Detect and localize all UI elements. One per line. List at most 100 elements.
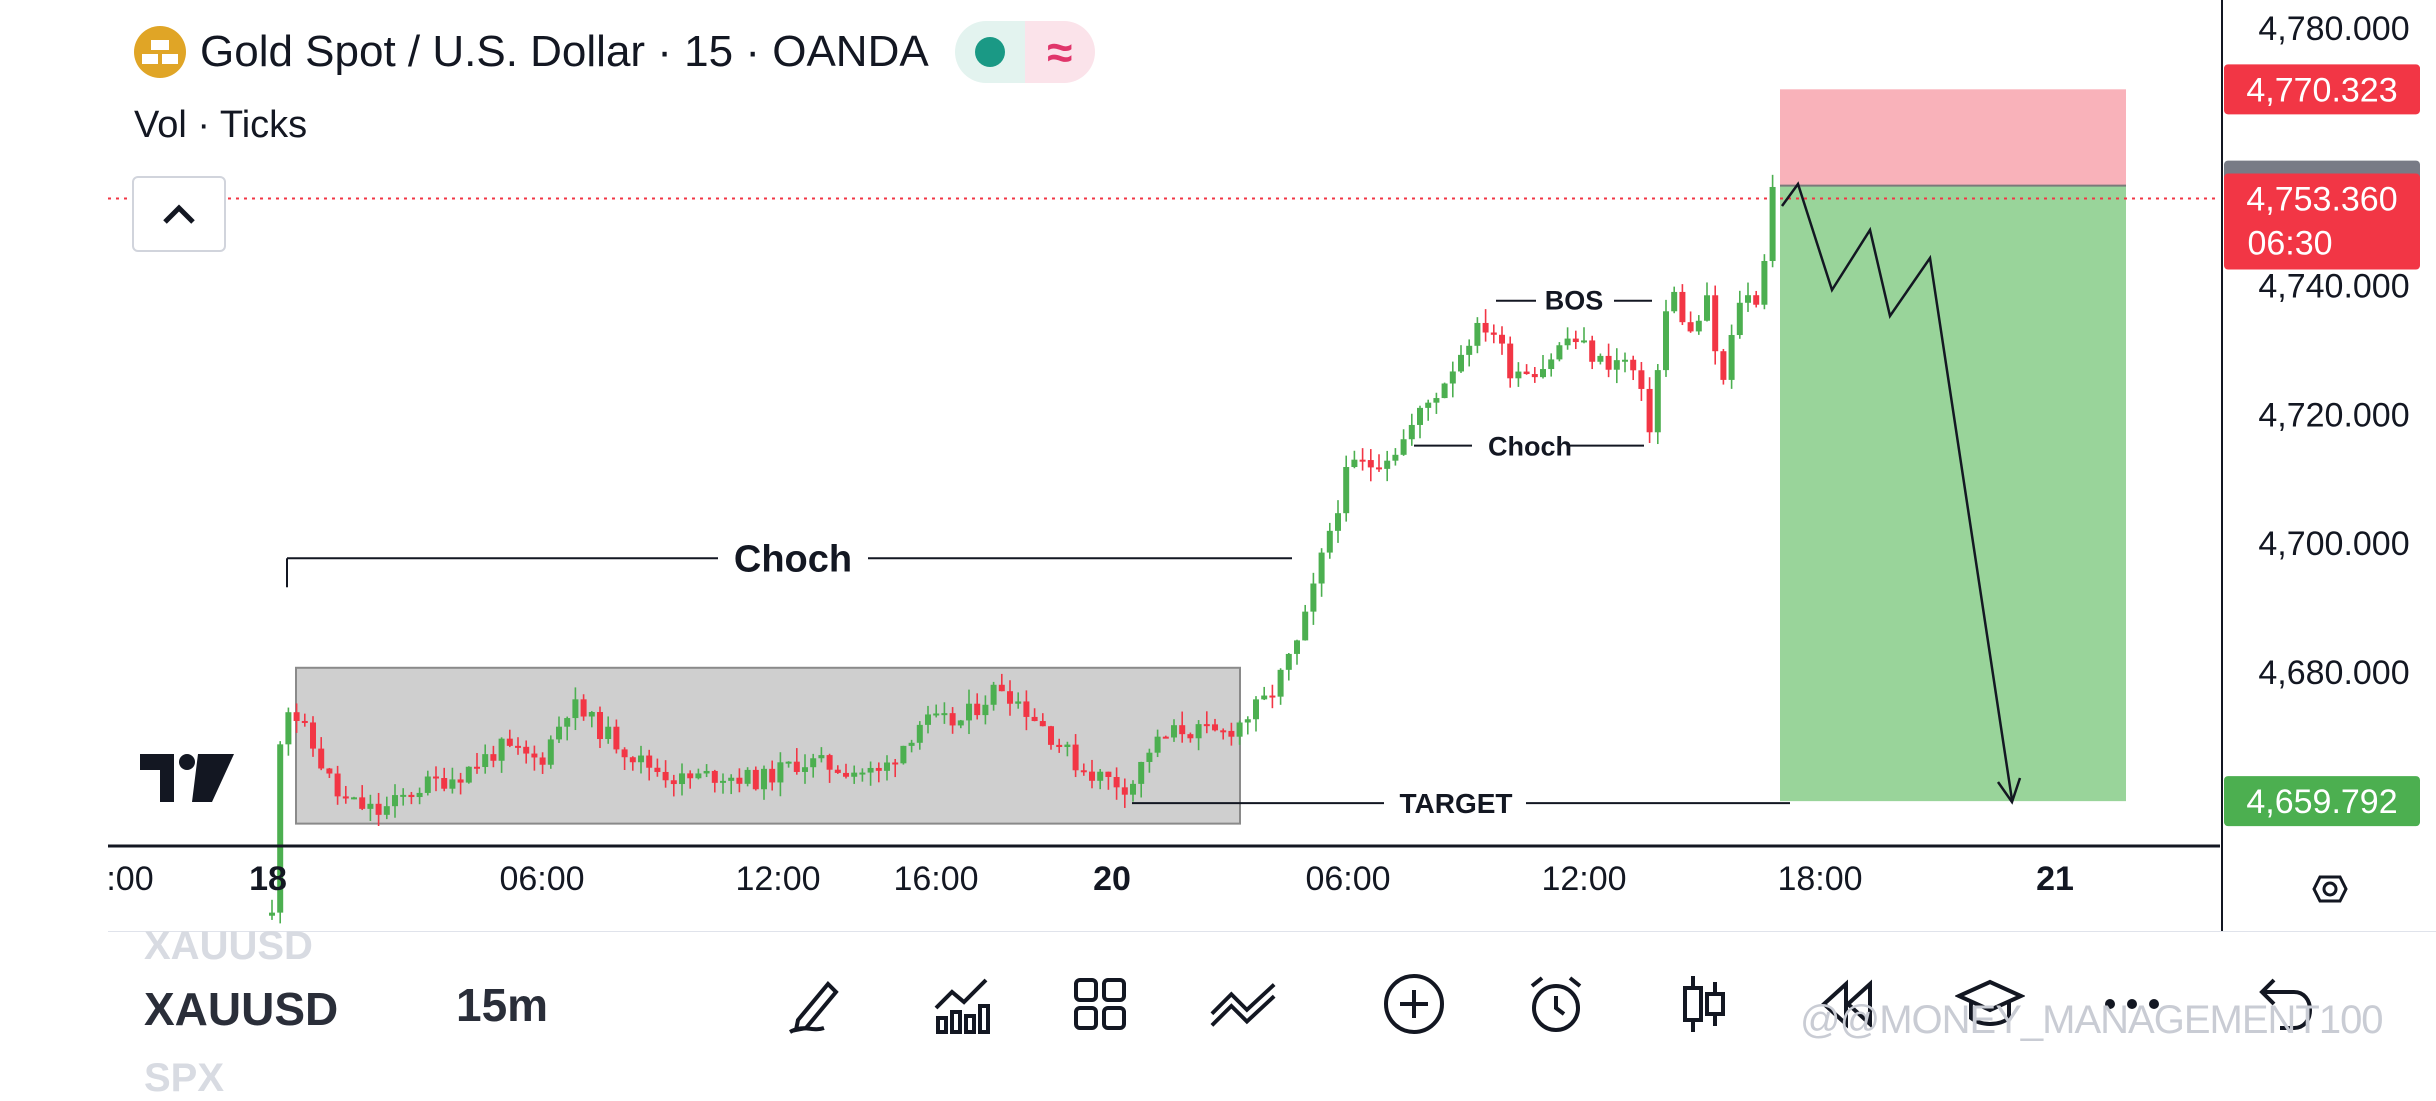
drawing-pen-icon[interactable]	[780, 964, 852, 1044]
collapse-legend-button[interactable]	[132, 176, 226, 252]
candle-body	[1031, 716, 1038, 722]
candle-body	[351, 797, 357, 800]
symbol-selector[interactable]: XAUUSD	[144, 983, 339, 1035]
candle-11	[359, 785, 366, 811]
settings-hex	[2312, 875, 2348, 903]
strategies-icon[interactable]	[1208, 964, 1280, 1044]
candle-body	[974, 703, 981, 716]
price-label-stop[interactable]: 4,770.323	[2224, 64, 2420, 115]
candle-body	[1605, 355, 1612, 370]
volume-indicator-label[interactable]: Vol · Ticks	[134, 104, 308, 146]
interval-selector[interactable]: 15m	[456, 979, 549, 1031]
candle-body	[556, 726, 562, 740]
candle-173	[1687, 311, 1694, 333]
candle-2	[285, 707, 292, 756]
candle-body	[728, 777, 735, 781]
candle-99	[1080, 763, 1087, 776]
candle-body	[1515, 371, 1522, 379]
candle-109	[1162, 735, 1169, 739]
candle-body	[1753, 295, 1760, 305]
candle-body	[826, 755, 833, 770]
replay-icon[interactable]	[1812, 964, 1884, 1044]
take-profit-zone[interactable]	[1780, 185, 2126, 802]
candle-body	[957, 720, 964, 726]
candle-141	[1425, 399, 1432, 421]
candle-155	[1540, 354, 1546, 379]
candle-143	[1441, 382, 1448, 399]
candle-body	[908, 742, 915, 746]
candle-body	[925, 714, 931, 725]
candle-81	[933, 704, 940, 718]
current-price-label[interactable]: 4,753.360 06:30	[2224, 173, 2420, 270]
candle-128	[1318, 548, 1325, 597]
candle-32	[531, 745, 538, 771]
candle-176	[1712, 285, 1719, 365]
candle-body	[539, 757, 546, 765]
candle-18	[416, 787, 423, 805]
candle-body	[933, 713, 940, 716]
candle-80	[925, 705, 931, 734]
candle-116	[1220, 728, 1227, 740]
candle-148	[1482, 309, 1489, 342]
candle-179	[1736, 290, 1743, 339]
indicators-icon[interactable]	[926, 964, 998, 1044]
learn-icon[interactable]	[1954, 964, 2026, 1044]
candle-body	[892, 762, 899, 765]
candle-0	[269, 899, 275, 920]
candle-body	[1294, 640, 1300, 654]
candle-90	[1007, 680, 1013, 716]
candle-body	[1376, 467, 1382, 470]
candle-78	[908, 739, 915, 753]
alert-clock-icon[interactable]	[1520, 964, 1592, 1044]
chart-legend[interactable]: Gold Spot / U.S. Dollar · 15 · OANDA ≈	[134, 21, 1095, 83]
candle-74	[875, 762, 882, 783]
candle-46	[646, 749, 653, 781]
projection-path[interactable]	[1780, 181, 2014, 801]
price-tick-label: 4,680.000	[2258, 654, 2409, 692]
candle-body	[482, 754, 489, 768]
candle-15	[392, 784, 398, 818]
more-icon[interactable]	[2096, 964, 2168, 1044]
candle-31	[523, 740, 530, 764]
stop-loss-zone[interactable]	[1780, 89, 2126, 186]
candle-129	[1326, 522, 1333, 559]
candle-body	[834, 769, 841, 773]
candle-body	[1277, 669, 1284, 697]
candle-body	[1499, 334, 1505, 344]
candle-body	[1474, 322, 1481, 346]
candle-75	[884, 755, 890, 781]
candle-type-icon[interactable]	[1668, 964, 1740, 1044]
candle-126	[1302, 604, 1309, 641]
candle-body	[1326, 530, 1333, 553]
candle-160	[1581, 327, 1587, 344]
price-label-text: 4,659.792	[2246, 783, 2397, 821]
undo-icon[interactable]	[2250, 964, 2322, 1044]
candle-159	[1572, 330, 1579, 350]
candle-body	[621, 749, 628, 758]
candle-body	[941, 713, 948, 716]
candle-body	[1187, 734, 1194, 739]
candle-body	[654, 767, 661, 772]
range-box[interactable]	[295, 666, 1241, 825]
candle-body	[802, 767, 808, 772]
layouts-icon[interactable]	[1064, 964, 1136, 1044]
add-icon[interactable]	[1378, 964, 1450, 1044]
candle-body	[769, 768, 776, 783]
candle-body	[359, 797, 366, 809]
candle-161	[1589, 335, 1596, 370]
hex-settings-icon[interactable]	[2312, 875, 2348, 903]
candle-body	[687, 773, 694, 779]
candle-82	[941, 702, 948, 724]
price-label-target[interactable]: 4,659.792	[2224, 776, 2420, 827]
candle-body	[1449, 371, 1456, 384]
candle-177	[1720, 348, 1727, 385]
settings-hex-center	[2322, 881, 2338, 897]
candle-body	[1695, 320, 1702, 332]
candle-body	[1572, 338, 1579, 343]
candle-body	[777, 762, 784, 783]
candle-body	[449, 779, 456, 789]
candles-layer	[269, 174, 1776, 924]
status-pill[interactable]: ≈	[954, 21, 1095, 83]
candle-14	[383, 796, 390, 820]
